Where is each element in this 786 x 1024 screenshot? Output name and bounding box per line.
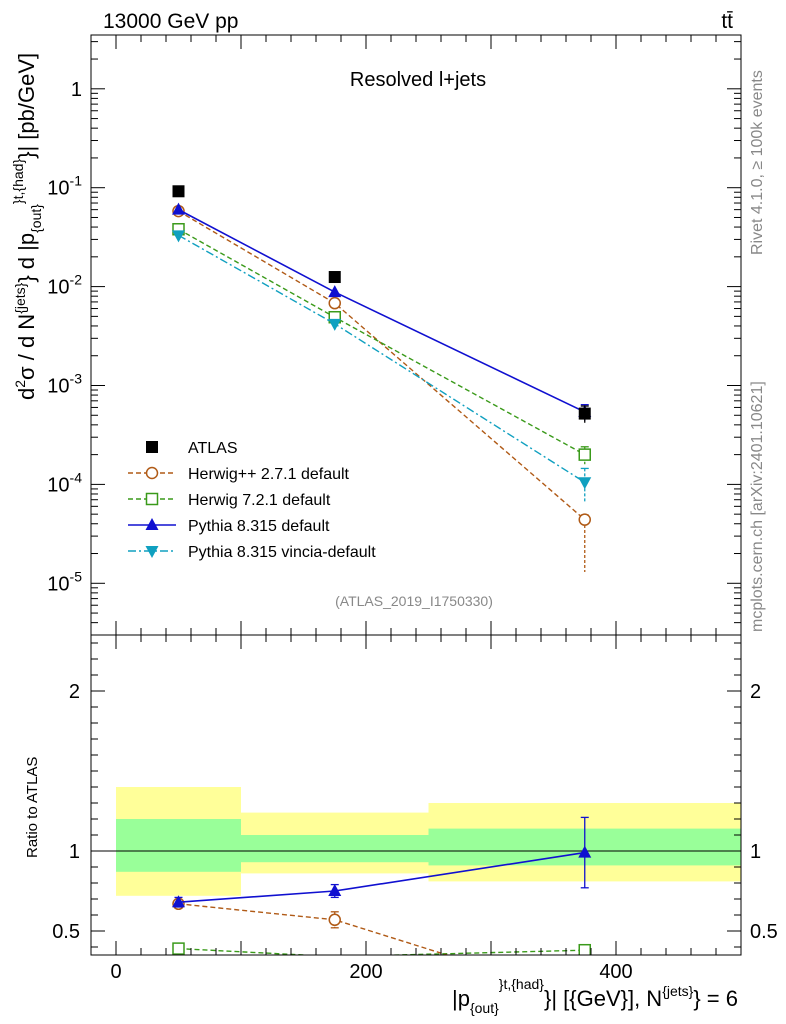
main-plot-marks	[172, 185, 592, 573]
herwig7-line	[178, 228, 586, 456]
ratio-ytick-label-right: 0.5	[750, 921, 778, 943]
atlas-point	[578, 407, 591, 420]
legend-herwig7-marker	[145, 492, 159, 506]
legend-atlas-label: ATLAS	[188, 440, 238, 457]
ratio-panel: 0.5 0.5 1 1 2 2 0 200 400 Ratio to ATLAS |p{out}…	[24, 634, 778, 1016]
vincia-point	[578, 477, 592, 490]
herwigpp-point	[578, 513, 591, 526]
ratio-herwigpp-point	[328, 913, 341, 927]
ratio-herwig7-point	[172, 942, 185, 955]
pythia-point	[328, 285, 342, 298]
main-panel: 10-5 10-4 10-3 10-2 10-1 1 Resolved l+jets (A…	[10, 34, 742, 636]
energy-label: 13000 GeV pp	[103, 10, 238, 33]
legend-herwig7-label: Herwig 7.2.1 default	[188, 492, 331, 509]
herwig7-point	[578, 448, 591, 461]
main-ytick-label: 10-5	[47, 568, 82, 595]
main-ytick-label: 10-2	[47, 272, 82, 299]
ratio-ytick-label-right: 2	[750, 681, 761, 703]
herwigpp-line	[178, 210, 586, 521]
atlas-point	[172, 185, 185, 198]
analysis-tag: (ATLAS_2019_I1750330)	[335, 593, 493, 609]
mcplots-label: mcplots.cern.ch [arXiv:2401.10621]	[749, 381, 766, 632]
ratio-axes: 0.5 0.5 1 1 2 2 0 200 400	[52, 635, 778, 983]
main-axes: 10-5 10-4 10-3 10-2 10-1 1	[47, 35, 742, 636]
main-ytick-label: 10-1	[47, 173, 82, 200]
legend: ATLAS Herwig++ 2.7.1 default Herwig 7.2.1 …	[128, 440, 376, 561]
vincia-line	[178, 234, 586, 483]
ratio-plot-marks	[91, 787, 741, 955]
main-ytick-label: 10-3	[47, 370, 82, 397]
vincia-point	[328, 318, 342, 331]
ratio-herwig7-point	[578, 943, 591, 955]
xtick-label: 0	[110, 961, 121, 983]
ratio-ytick-label: 1	[69, 841, 80, 863]
legend-pythia-label: Pythia 8.315 default	[188, 518, 330, 535]
ratio-herwig7-line	[178, 947, 585, 955]
ratio-ytick-label-right: 1	[750, 841, 761, 863]
ratio-band-inner	[116, 819, 241, 872]
legend-herwigpp-label: Herwig++ 2.7.1 default	[188, 466, 350, 483]
ratio-herwigpp-line	[178, 903, 450, 955]
ratio-ytick-label: 2	[69, 681, 80, 703]
atlas-point	[328, 271, 341, 284]
ratio-pythia-point	[328, 884, 342, 896]
main-ytick-label: 1	[71, 79, 82, 101]
legend-vincia-label: Pythia 8.315 vincia-default	[188, 544, 376, 561]
legend-atlas-marker	[146, 441, 158, 453]
ratio-ylabel: Ratio to ATLAS	[24, 757, 41, 858]
vincia-point	[172, 230, 185, 243]
ratio-ytick-label: 0.5	[52, 921, 80, 943]
main-ylabel: d2σ / d N{jets}} d |p{out}}t,{had}}| [pb…	[10, 53, 44, 400]
legend-herwigpp-marker	[145, 466, 159, 480]
ratio-pythia-point	[172, 895, 185, 908]
ratio-band-inner	[241, 835, 429, 863]
xtick-label: 200	[349, 961, 382, 983]
pythia-point	[172, 202, 185, 215]
herwigpp-point	[328, 296, 341, 310]
rivet-version-label: Rivet 4.1.0, ≥ 100k events	[749, 70, 766, 255]
main-title: Resolved l+jets	[350, 69, 486, 91]
main-ytick-label: 10-4	[47, 469, 82, 496]
ratio-pythia-point	[578, 845, 592, 858]
legend-pythia-marker	[145, 518, 159, 530]
legend-vincia-marker	[145, 546, 159, 558]
pythia-line	[178, 208, 586, 413]
ratio-series-group	[172, 816, 592, 955]
process-label: tt̄	[721, 10, 733, 33]
xlabel: |p{out}}t,{had}}| [{GeV}], N{jets}} = 6	[452, 976, 738, 1016]
xtick-label: 400	[599, 961, 632, 983]
